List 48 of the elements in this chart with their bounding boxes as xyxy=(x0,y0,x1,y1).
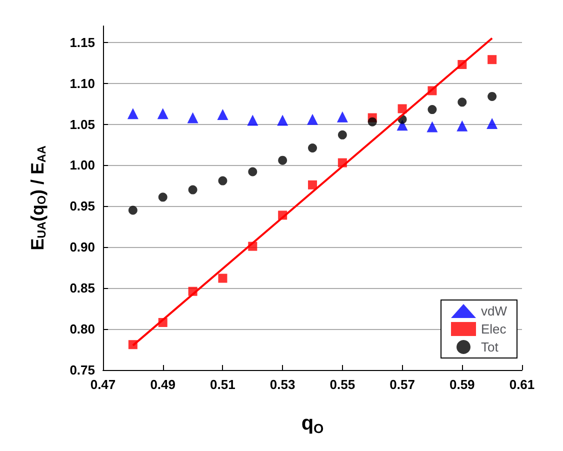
point xyxy=(336,111,348,122)
point xyxy=(308,180,317,190)
point xyxy=(308,144,317,153)
y-tick-label: 1.00 xyxy=(70,158,95,173)
x-tick-label: 0.47 xyxy=(90,377,116,392)
y-tick-label: 0.80 xyxy=(70,322,95,337)
y-tick-label: 0.75 xyxy=(70,362,95,378)
point xyxy=(217,108,228,120)
legend-label: Tot xyxy=(481,340,499,354)
point xyxy=(248,167,258,176)
y-tick-label: 0.85 xyxy=(70,280,95,296)
point xyxy=(456,120,468,132)
point xyxy=(128,206,138,215)
x-tick-label: 0.57 xyxy=(390,377,415,392)
y-tick-label: 1.05 xyxy=(70,116,95,132)
point xyxy=(218,176,228,186)
point xyxy=(426,121,438,132)
point xyxy=(277,114,288,126)
point xyxy=(278,156,288,165)
y-axis-title: EUA(qO) / EAA xyxy=(28,145,48,250)
point xyxy=(247,114,258,126)
point xyxy=(398,104,407,114)
y-tick-label: 0.90 xyxy=(70,240,95,255)
point xyxy=(188,185,198,194)
point xyxy=(488,92,497,101)
point xyxy=(158,192,168,202)
y-tick-label: 1.15 xyxy=(70,34,95,50)
legend-label: Elec xyxy=(481,322,507,336)
x-tick-label: 0.49 xyxy=(150,377,176,392)
x-tick-label: 0.53 xyxy=(270,377,296,392)
point xyxy=(307,114,318,125)
point xyxy=(458,98,467,107)
point xyxy=(486,118,498,129)
x-tick-label: 0.51 xyxy=(210,377,236,392)
x-tick-label: 0.59 xyxy=(449,377,475,392)
point xyxy=(368,117,377,126)
point xyxy=(187,112,198,124)
point xyxy=(157,108,168,120)
y-tick-label: 0.95 xyxy=(70,198,95,214)
point xyxy=(218,274,228,283)
point xyxy=(127,108,138,120)
y-tick-label: 1.10 xyxy=(70,76,95,91)
point xyxy=(428,105,437,114)
x-tick-label: 0.55 xyxy=(330,377,356,392)
point xyxy=(338,130,347,140)
x-tick-label: 0.61 xyxy=(509,377,535,392)
legend-label: vdW xyxy=(481,304,508,318)
point xyxy=(488,55,497,64)
